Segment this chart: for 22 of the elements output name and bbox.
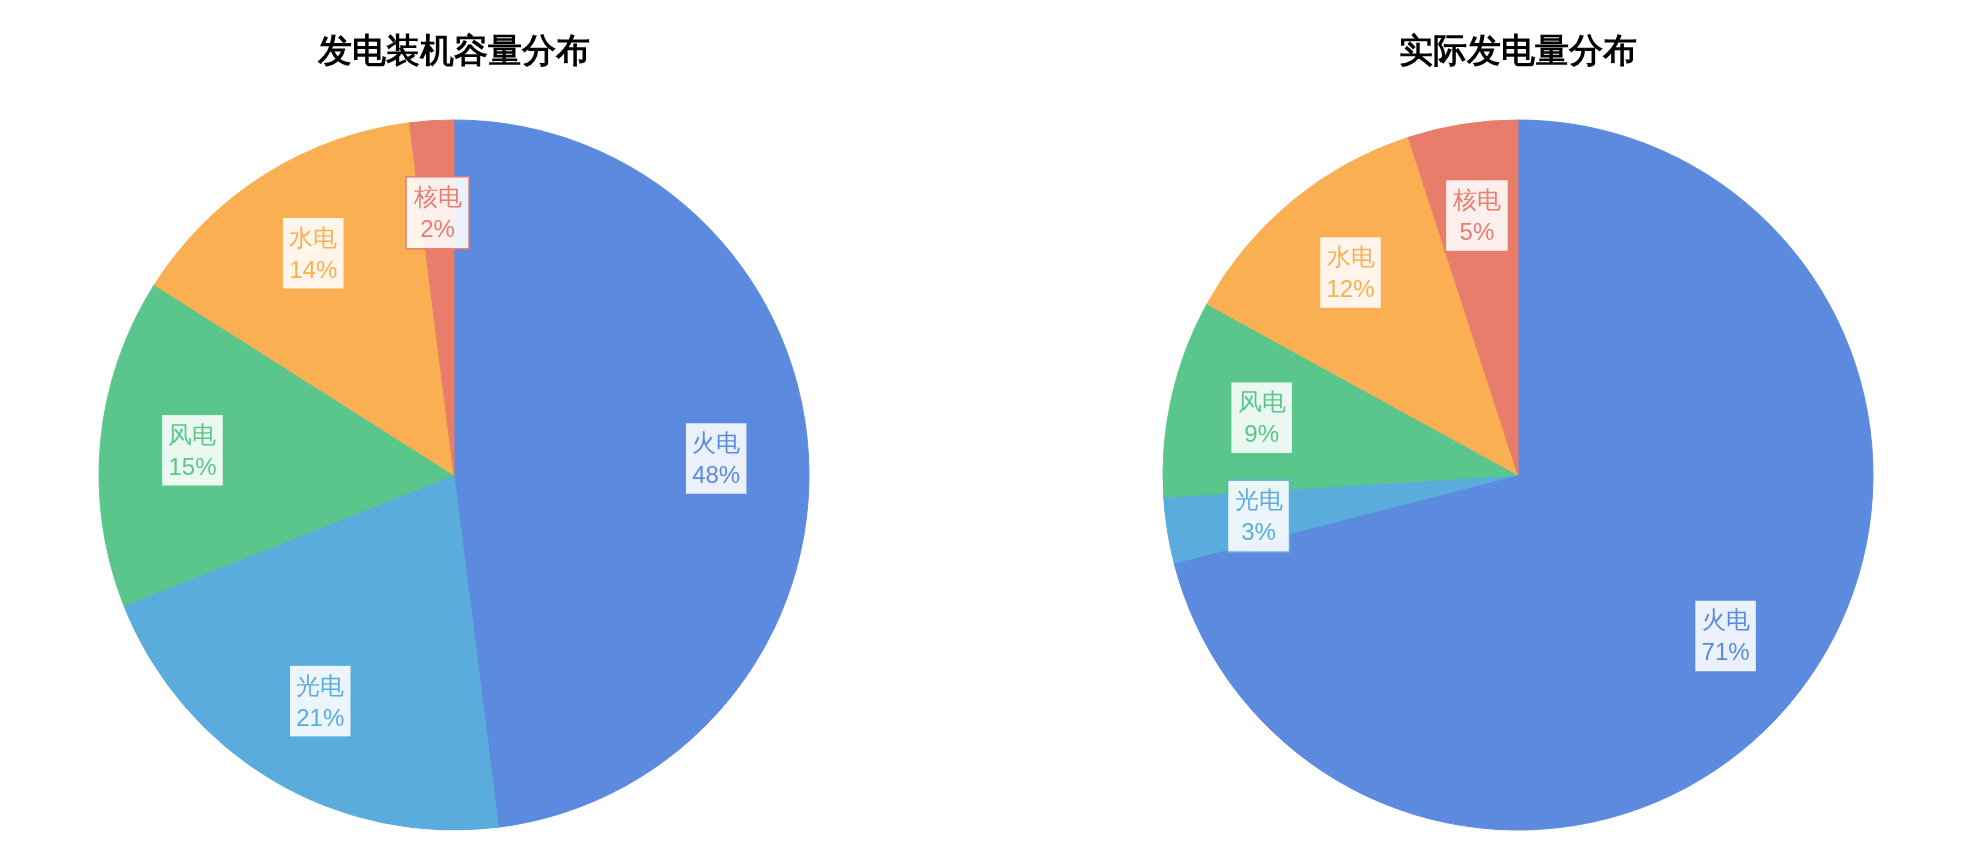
slice-label: 核电 xyxy=(412,183,462,211)
data-label: 48% xyxy=(692,460,741,488)
data-label: 14% xyxy=(289,255,338,283)
slice-label: 风电 xyxy=(168,420,217,448)
data-label: 71% xyxy=(1701,638,1750,666)
slice-label: 水电 xyxy=(289,223,338,251)
chart-title: 实际发电量分布 xyxy=(1399,31,1637,69)
data-label: 5% xyxy=(1459,217,1495,245)
data-label: 21% xyxy=(296,703,345,731)
data-label: 2% xyxy=(420,215,455,243)
data-label: 12% xyxy=(1326,274,1375,302)
slice-label: 水电 xyxy=(1326,242,1375,270)
chart-title: 发电装机容量分布 xyxy=(317,31,590,69)
data-label: 9% xyxy=(1244,420,1279,448)
slice-label: 风电 xyxy=(1237,388,1286,416)
slice-label: 火电 xyxy=(1701,606,1750,634)
slice-label: 光电 xyxy=(296,671,345,699)
data-label: 3% xyxy=(1241,518,1276,546)
slice-label: 光电 xyxy=(1234,486,1283,514)
slice-label: 核电 xyxy=(1451,185,1501,213)
slice-label: 火电 xyxy=(692,428,741,456)
data-label: 15% xyxy=(168,452,217,480)
